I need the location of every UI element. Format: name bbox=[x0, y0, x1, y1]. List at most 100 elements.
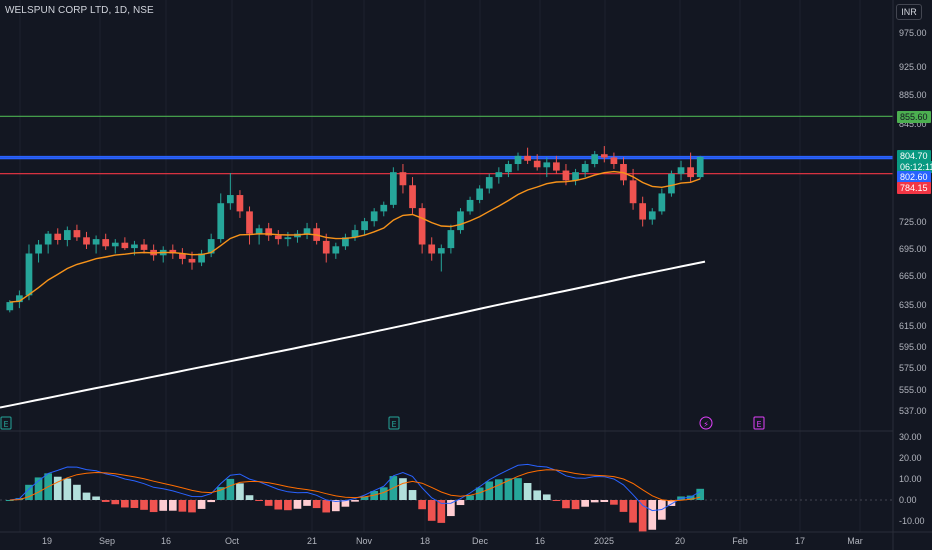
candle-body bbox=[677, 167, 685, 174]
macd-histogram-bar bbox=[274, 500, 283, 510]
candle-body bbox=[380, 204, 388, 212]
last-price-tag: 804.70 bbox=[897, 150, 931, 162]
macd-pane bbox=[0, 463, 893, 532]
price-axis-label: 695.00 bbox=[899, 244, 927, 254]
macd-histogram-bar bbox=[92, 496, 100, 500]
price-axis-label: 635.00 bbox=[899, 300, 927, 310]
macd-histogram-bar bbox=[207, 500, 215, 503]
macd-histogram-bar bbox=[197, 500, 206, 509]
candle-body bbox=[217, 203, 225, 240]
candle-body bbox=[437, 248, 445, 254]
candlesticks bbox=[6, 146, 704, 313]
price-axis-label: 975.00 bbox=[899, 28, 927, 38]
candle-body bbox=[246, 211, 253, 234]
macd-histogram-bar bbox=[159, 500, 168, 511]
candle-body bbox=[524, 155, 531, 161]
macd-histogram-bar bbox=[264, 500, 273, 506]
time-axis-label: Feb bbox=[732, 536, 748, 546]
candle-body bbox=[16, 295, 23, 303]
earnings-marker-icon bbox=[753, 416, 765, 430]
ema-short-path bbox=[9, 170, 701, 303]
candle-body bbox=[533, 160, 541, 168]
candle-body bbox=[399, 172, 407, 186]
split-marker-icon bbox=[699, 416, 713, 430]
macd-histogram-bar bbox=[427, 500, 436, 521]
candle-body bbox=[188, 258, 196, 263]
candle-body bbox=[236, 195, 244, 212]
macd-histogram-bar bbox=[475, 487, 484, 500]
macd-histogram-bar bbox=[600, 500, 609, 502]
time-axis-label: 2025 bbox=[594, 536, 614, 546]
macd-axis-label: -10.00 bbox=[899, 516, 925, 526]
macd-histogram-bar bbox=[63, 478, 72, 500]
marker-label: E bbox=[3, 420, 8, 429]
macd-histogram-bar bbox=[552, 500, 561, 501]
time-axis-label: 16 bbox=[535, 536, 545, 546]
time-axis[interactable]: 19 Sep 16 Oct 21 Nov 18 Dec 16 2025 20 Feb 17 Mar bbox=[42, 536, 863, 546]
macd-histogram-bar bbox=[111, 500, 120, 505]
time-axis-label: 21 bbox=[307, 536, 317, 546]
price-axis-label: 885.00 bbox=[899, 90, 927, 100]
candle-body bbox=[332, 246, 340, 254]
macd-histogram-bar bbox=[236, 483, 244, 500]
candle-body bbox=[696, 156, 704, 178]
macd-histogram-bar bbox=[351, 500, 359, 502]
event-markers[interactable]: E E ⚡ E bbox=[0, 416, 765, 430]
macd-histogram-bar bbox=[34, 477, 43, 500]
candle-body bbox=[639, 203, 647, 220]
macd-histogram-bar bbox=[255, 500, 263, 501]
green-level-tag: 855.60 bbox=[897, 111, 931, 123]
macd-histogram-bar bbox=[82, 492, 91, 500]
price-axis-label: 725.00 bbox=[899, 217, 927, 227]
candle-body bbox=[466, 199, 474, 212]
candle-body bbox=[6, 302, 14, 311]
candle-body bbox=[648, 211, 656, 220]
candle-body bbox=[543, 162, 551, 168]
macd-histogram-bar bbox=[284, 500, 292, 511]
candle-body bbox=[83, 237, 90, 245]
macd-histogram-bar bbox=[638, 500, 647, 532]
signal-line bbox=[9, 469, 701, 502]
price-axis-label: 845.00 bbox=[899, 119, 927, 129]
ema-200-line bbox=[0, 260, 706, 409]
macd-histogram-bar bbox=[504, 478, 513, 500]
candle-body bbox=[495, 172, 503, 178]
macd-histogram-bar bbox=[322, 500, 331, 513]
macd-histogram-bar bbox=[542, 494, 551, 500]
price-axis-label: 615.00 bbox=[899, 321, 927, 331]
candle-body bbox=[418, 208, 426, 245]
candle-body bbox=[102, 239, 110, 247]
candle-body bbox=[600, 154, 608, 158]
macd-histogram-bar bbox=[312, 500, 321, 509]
macd-histogram-bar bbox=[188, 500, 196, 513]
red-level-tag: 784.15 bbox=[897, 182, 931, 194]
candle-body bbox=[572, 172, 579, 181]
macd-axis-label: 20.00 bbox=[899, 453, 922, 463]
macd-histogram-bar bbox=[101, 500, 110, 502]
time-axis-label: Nov bbox=[356, 536, 373, 546]
candle-body bbox=[131, 244, 138, 249]
price-axis-label: 537.00 bbox=[899, 406, 927, 416]
candle-body bbox=[274, 235, 282, 240]
time-axis-label: 17 bbox=[795, 536, 805, 546]
candle-body bbox=[284, 237, 292, 240]
macd-axis-label: 30.00 bbox=[899, 432, 922, 442]
macd-axis-label: 0.00 bbox=[899, 495, 917, 505]
horizontal-levels[interactable] bbox=[0, 115, 893, 175]
candle-body bbox=[428, 244, 436, 254]
macd-histogram-bar bbox=[629, 500, 637, 523]
currency-button[interactable]: INR bbox=[896, 4, 922, 20]
macd-histogram-bar bbox=[696, 488, 705, 500]
macd-histogram-bar bbox=[216, 487, 225, 500]
candle-body bbox=[610, 157, 618, 165]
candle-body bbox=[63, 230, 71, 240]
macd-histogram-bar bbox=[226, 478, 235, 500]
macd-histogram-bar bbox=[303, 500, 311, 506]
price-axis-label: 595.00 bbox=[899, 342, 927, 352]
macd-histogram-bar bbox=[418, 500, 426, 510]
macd-histogram-bar bbox=[514, 478, 522, 500]
time-axis-label: Dec bbox=[472, 536, 489, 546]
candle-body bbox=[226, 195, 234, 204]
